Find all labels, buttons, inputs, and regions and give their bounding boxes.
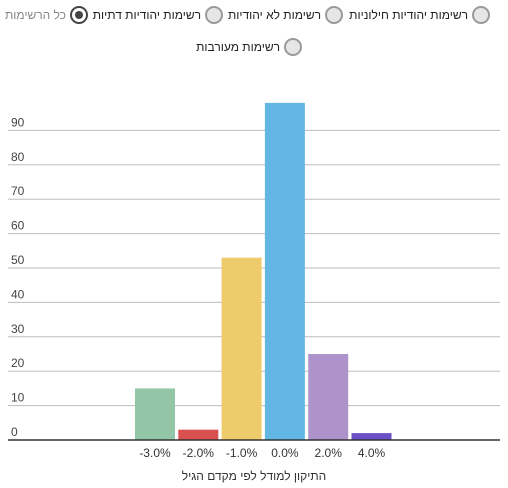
filter-secular-jewish-lists[interactable]: רשימות יהודיות חילוניות [349, 6, 490, 24]
bar-2.0%[interactable] [308, 354, 349, 440]
filter-religious-jewish-lists[interactable]: רשימות יהודיות דתיות [93, 6, 223, 24]
x-tick-label: -3.0% [139, 446, 171, 460]
y-tick-label: 40 [11, 287, 25, 301]
filter-radio-group: רשימות יהודיות חילוניות רשימות לא יהודיו… [0, 0, 508, 70]
bar-4.0%[interactable] [351, 433, 392, 440]
x-axis-title: התיקון למודל לפי מקדם הגיל [182, 469, 327, 483]
y-tick-label: 0 [11, 425, 18, 439]
radio-selected-icon[interactable] [70, 6, 88, 24]
radio-circle-icon[interactable] [284, 38, 302, 56]
filter-label: רשימות יהודיות דתיות [92, 8, 201, 22]
y-tick-label: 70 [11, 184, 25, 198]
y-tick-label: 10 [11, 391, 25, 405]
filter-non-jewish-lists[interactable]: רשימות לא יהודיות [228, 6, 343, 24]
radio-circle-icon[interactable] [205, 6, 223, 24]
x-tick-label: 0.0% [271, 446, 299, 460]
x-axis-tick-labels: -3.0% -2.0% -1.0% 0.0% 2.0% 4.0% [139, 446, 385, 460]
filter-label: כל הרשימות [4, 8, 66, 22]
y-tick-label: 30 [11, 322, 25, 336]
chart-bars [135, 102, 392, 440]
x-tick-label: 4.0% [358, 446, 386, 460]
y-tick-label: 50 [11, 253, 25, 267]
y-tick-label: 20 [11, 356, 25, 370]
filter-label: רשימות מעורבות [196, 40, 280, 54]
bar-0.0%[interactable] [264, 102, 305, 440]
x-tick-label: -1.0% [226, 446, 258, 460]
x-tick-label: -2.0% [183, 446, 215, 460]
filter-label: רשימות לא יהודיות [227, 8, 321, 22]
bar--3.0%[interactable] [135, 388, 175, 440]
y-tick-label: 90 [11, 115, 25, 129]
bar--1.0%[interactable] [221, 257, 262, 440]
radio-circle-icon[interactable] [325, 6, 343, 24]
y-tick-label: 60 [11, 219, 25, 233]
y-axis-tick-labels: 0 10 20 30 40 50 60 70 80 90 [11, 115, 25, 439]
x-tick-label: 2.0% [315, 446, 343, 460]
filter-mixed-lists[interactable]: רשימות מעורבות [196, 38, 302, 56]
filter-label: רשימות יהודיות חילוניות [349, 8, 468, 22]
y-tick-label: 80 [11, 150, 25, 164]
filter-all-lists[interactable]: כל הרשימות [5, 6, 88, 24]
radio-circle-icon[interactable] [472, 6, 490, 24]
bar--2.0%[interactable] [178, 429, 219, 440]
